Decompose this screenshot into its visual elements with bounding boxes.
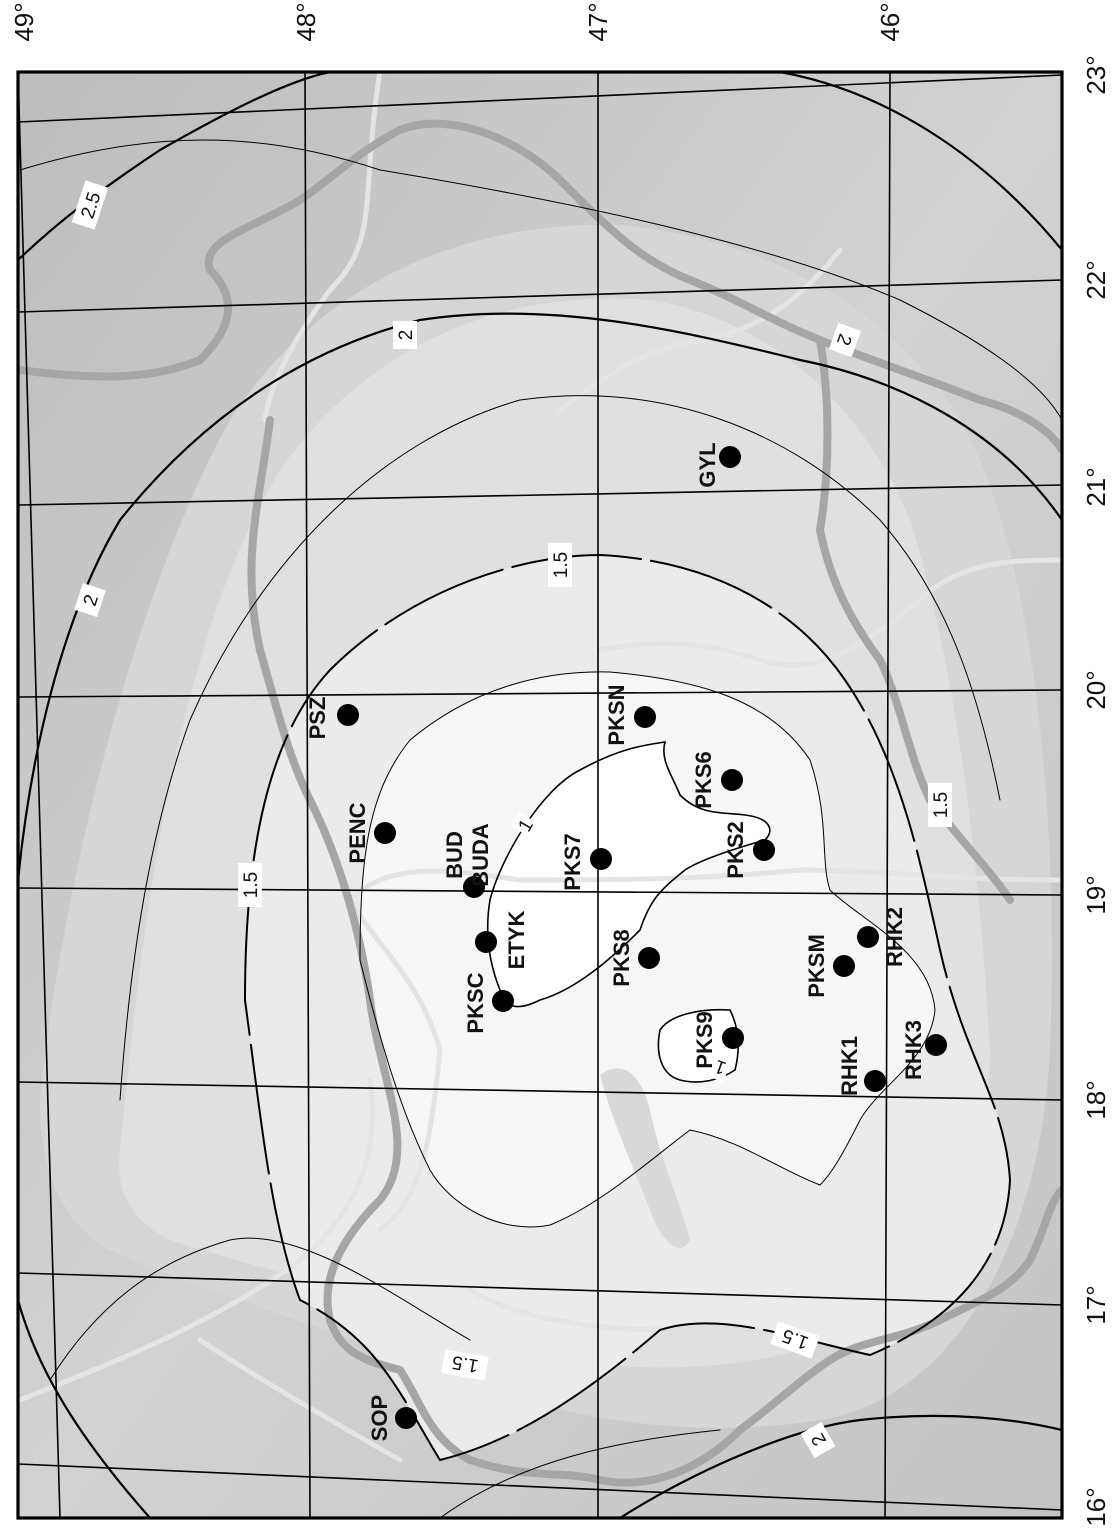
station-marker <box>925 1034 947 1056</box>
station-marker <box>719 446 741 468</box>
station-marker <box>722 1027 744 1049</box>
station-label: PKSN <box>604 684 629 745</box>
lon-label: 19° <box>1081 875 1111 914</box>
station-marker <box>475 931 497 953</box>
station-marker <box>634 706 656 728</box>
station-marker <box>395 1407 417 1429</box>
lon-label: 18° <box>1081 1080 1111 1119</box>
station-rhk1: RHK1 <box>837 1036 886 1096</box>
station-label: PKS7 <box>560 833 585 890</box>
contour-label: 1.5 <box>241 872 262 898</box>
station-label: RHK3 <box>901 1020 926 1080</box>
station-pksn: PKSN <box>604 684 656 746</box>
station-marker <box>833 955 855 977</box>
station-marker <box>463 876 485 898</box>
lat-label: 49° <box>9 2 39 41</box>
lon-label: 20° <box>1081 670 1111 709</box>
station-pks2: PKS2 <box>723 821 775 879</box>
lat-label: 47° <box>583 2 613 41</box>
lake-balaton <box>600 1068 690 1249</box>
latitude-labels: 49° 48° 47° 46° <box>9 2 905 41</box>
station-pks9: PKS9 <box>692 1011 744 1069</box>
map-frame <box>16 70 1064 1520</box>
contour-label: 1.5 <box>551 552 572 578</box>
station-sop: SOP <box>367 1395 417 1441</box>
lon-label: 17° <box>1081 1285 1111 1324</box>
station-pksm: PKSM <box>804 934 855 998</box>
station-marker <box>337 704 359 726</box>
lon-label: 16° <box>1081 1487 1111 1526</box>
station-pks6: PKS6 <box>691 751 743 809</box>
station-pksc: PKSC <box>463 972 514 1034</box>
station-pks8: PKS8 <box>609 929 660 987</box>
station-marker <box>721 769 743 791</box>
station-etyk: ETYK <box>475 911 529 970</box>
country-borders <box>18 119 1062 1487</box>
station-pks7: PKS7 <box>560 833 612 891</box>
station-label: PKSC <box>463 972 488 1033</box>
stations: GYL PSZ PKSN PENC PKS6 BUD BUDA PKS7 PKS2… <box>305 442 947 1441</box>
contour-labels: 2.5 2 2 2 1.5 1.5 1.5 1.5 1.5 1 1 2 <box>71 180 952 1459</box>
contour-label: 2 <box>396 330 417 341</box>
station-bud: BUD BUDA <box>442 823 493 898</box>
lon-label: 21° <box>1081 467 1111 506</box>
station-label: BUDA <box>468 823 493 887</box>
lon-label: 22° <box>1081 260 1111 299</box>
station-marker <box>492 990 514 1012</box>
contour-label: 1.5 <box>931 792 952 818</box>
lon-label: 23° <box>1081 55 1111 94</box>
station-label: BUD <box>442 831 467 879</box>
longitude-labels: 23° 22° 21° 20° 19° 18° 17° 16° <box>1081 55 1111 1526</box>
station-label: PKS9 <box>692 1011 717 1068</box>
station-label: PKSM <box>804 934 829 998</box>
station-marker <box>374 822 396 844</box>
station-label: PENC <box>345 802 370 863</box>
station-marker <box>864 1070 886 1092</box>
rivers <box>18 72 1062 1463</box>
station-label: PKS8 <box>609 929 634 986</box>
station-rhk3: RHK3 <box>901 1020 947 1080</box>
station-psz: PSZ <box>305 697 359 740</box>
station-label: ETYK <box>504 911 529 970</box>
station-label: PKS2 <box>723 821 748 878</box>
contour-label: 1.5 <box>450 1351 480 1376</box>
station-gyl: GYL <box>695 442 741 488</box>
map-content <box>18 72 1062 1518</box>
station-label: PKS6 <box>691 751 716 808</box>
station-marker <box>753 839 775 861</box>
graticule <box>18 72 1062 1518</box>
lat-label: 46° <box>875 2 905 41</box>
station-marker <box>590 848 612 870</box>
station-label: SOP <box>367 1395 392 1441</box>
station-label: RHK1 <box>837 1036 862 1096</box>
contours <box>18 72 1062 1518</box>
station-label: PSZ <box>305 697 330 740</box>
station-label: RHK2 <box>882 907 907 967</box>
station-penc: PENC <box>345 802 396 864</box>
station-marker <box>857 926 879 948</box>
station-rhk2: RHK2 <box>857 907 907 967</box>
station-marker <box>638 947 660 969</box>
station-label: GYL <box>695 442 720 487</box>
lat-label: 48° <box>291 2 321 41</box>
